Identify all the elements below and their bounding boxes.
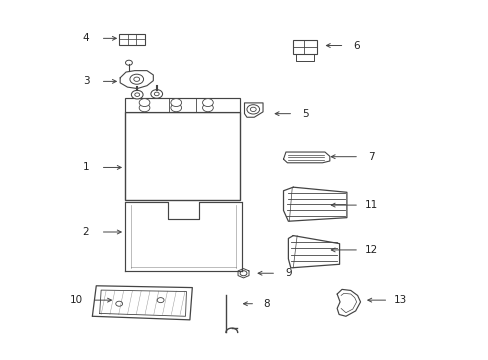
Text: 6: 6	[353, 41, 359, 50]
Circle shape	[125, 60, 132, 65]
Circle shape	[202, 104, 213, 112]
Bar	[125, 112, 239, 200]
Circle shape	[170, 99, 181, 107]
Text: 11: 11	[364, 200, 377, 210]
Circle shape	[157, 298, 163, 303]
Circle shape	[170, 104, 181, 112]
Text: 2: 2	[82, 227, 89, 237]
Bar	[293, 40, 316, 54]
Circle shape	[131, 90, 143, 99]
Circle shape	[134, 77, 140, 81]
Circle shape	[154, 92, 159, 96]
Text: 9: 9	[285, 268, 291, 278]
Text: 3: 3	[82, 76, 89, 86]
Text: 12: 12	[364, 245, 377, 255]
Text: 8: 8	[263, 299, 269, 309]
Text: 7: 7	[367, 152, 374, 162]
Circle shape	[139, 99, 150, 107]
Circle shape	[151, 90, 162, 98]
Text: 10: 10	[70, 295, 82, 305]
Text: 1: 1	[82, 162, 89, 172]
Circle shape	[250, 107, 256, 112]
Text: 13: 13	[393, 295, 407, 305]
Circle shape	[246, 105, 259, 114]
Circle shape	[116, 301, 122, 306]
Circle shape	[130, 74, 143, 84]
Circle shape	[202, 99, 213, 107]
Circle shape	[240, 271, 246, 276]
Text: 5: 5	[302, 109, 308, 119]
Bar	[125, 98, 239, 112]
Circle shape	[139, 104, 150, 112]
Bar	[119, 34, 144, 45]
Text: 4: 4	[82, 33, 89, 43]
Circle shape	[135, 93, 140, 96]
